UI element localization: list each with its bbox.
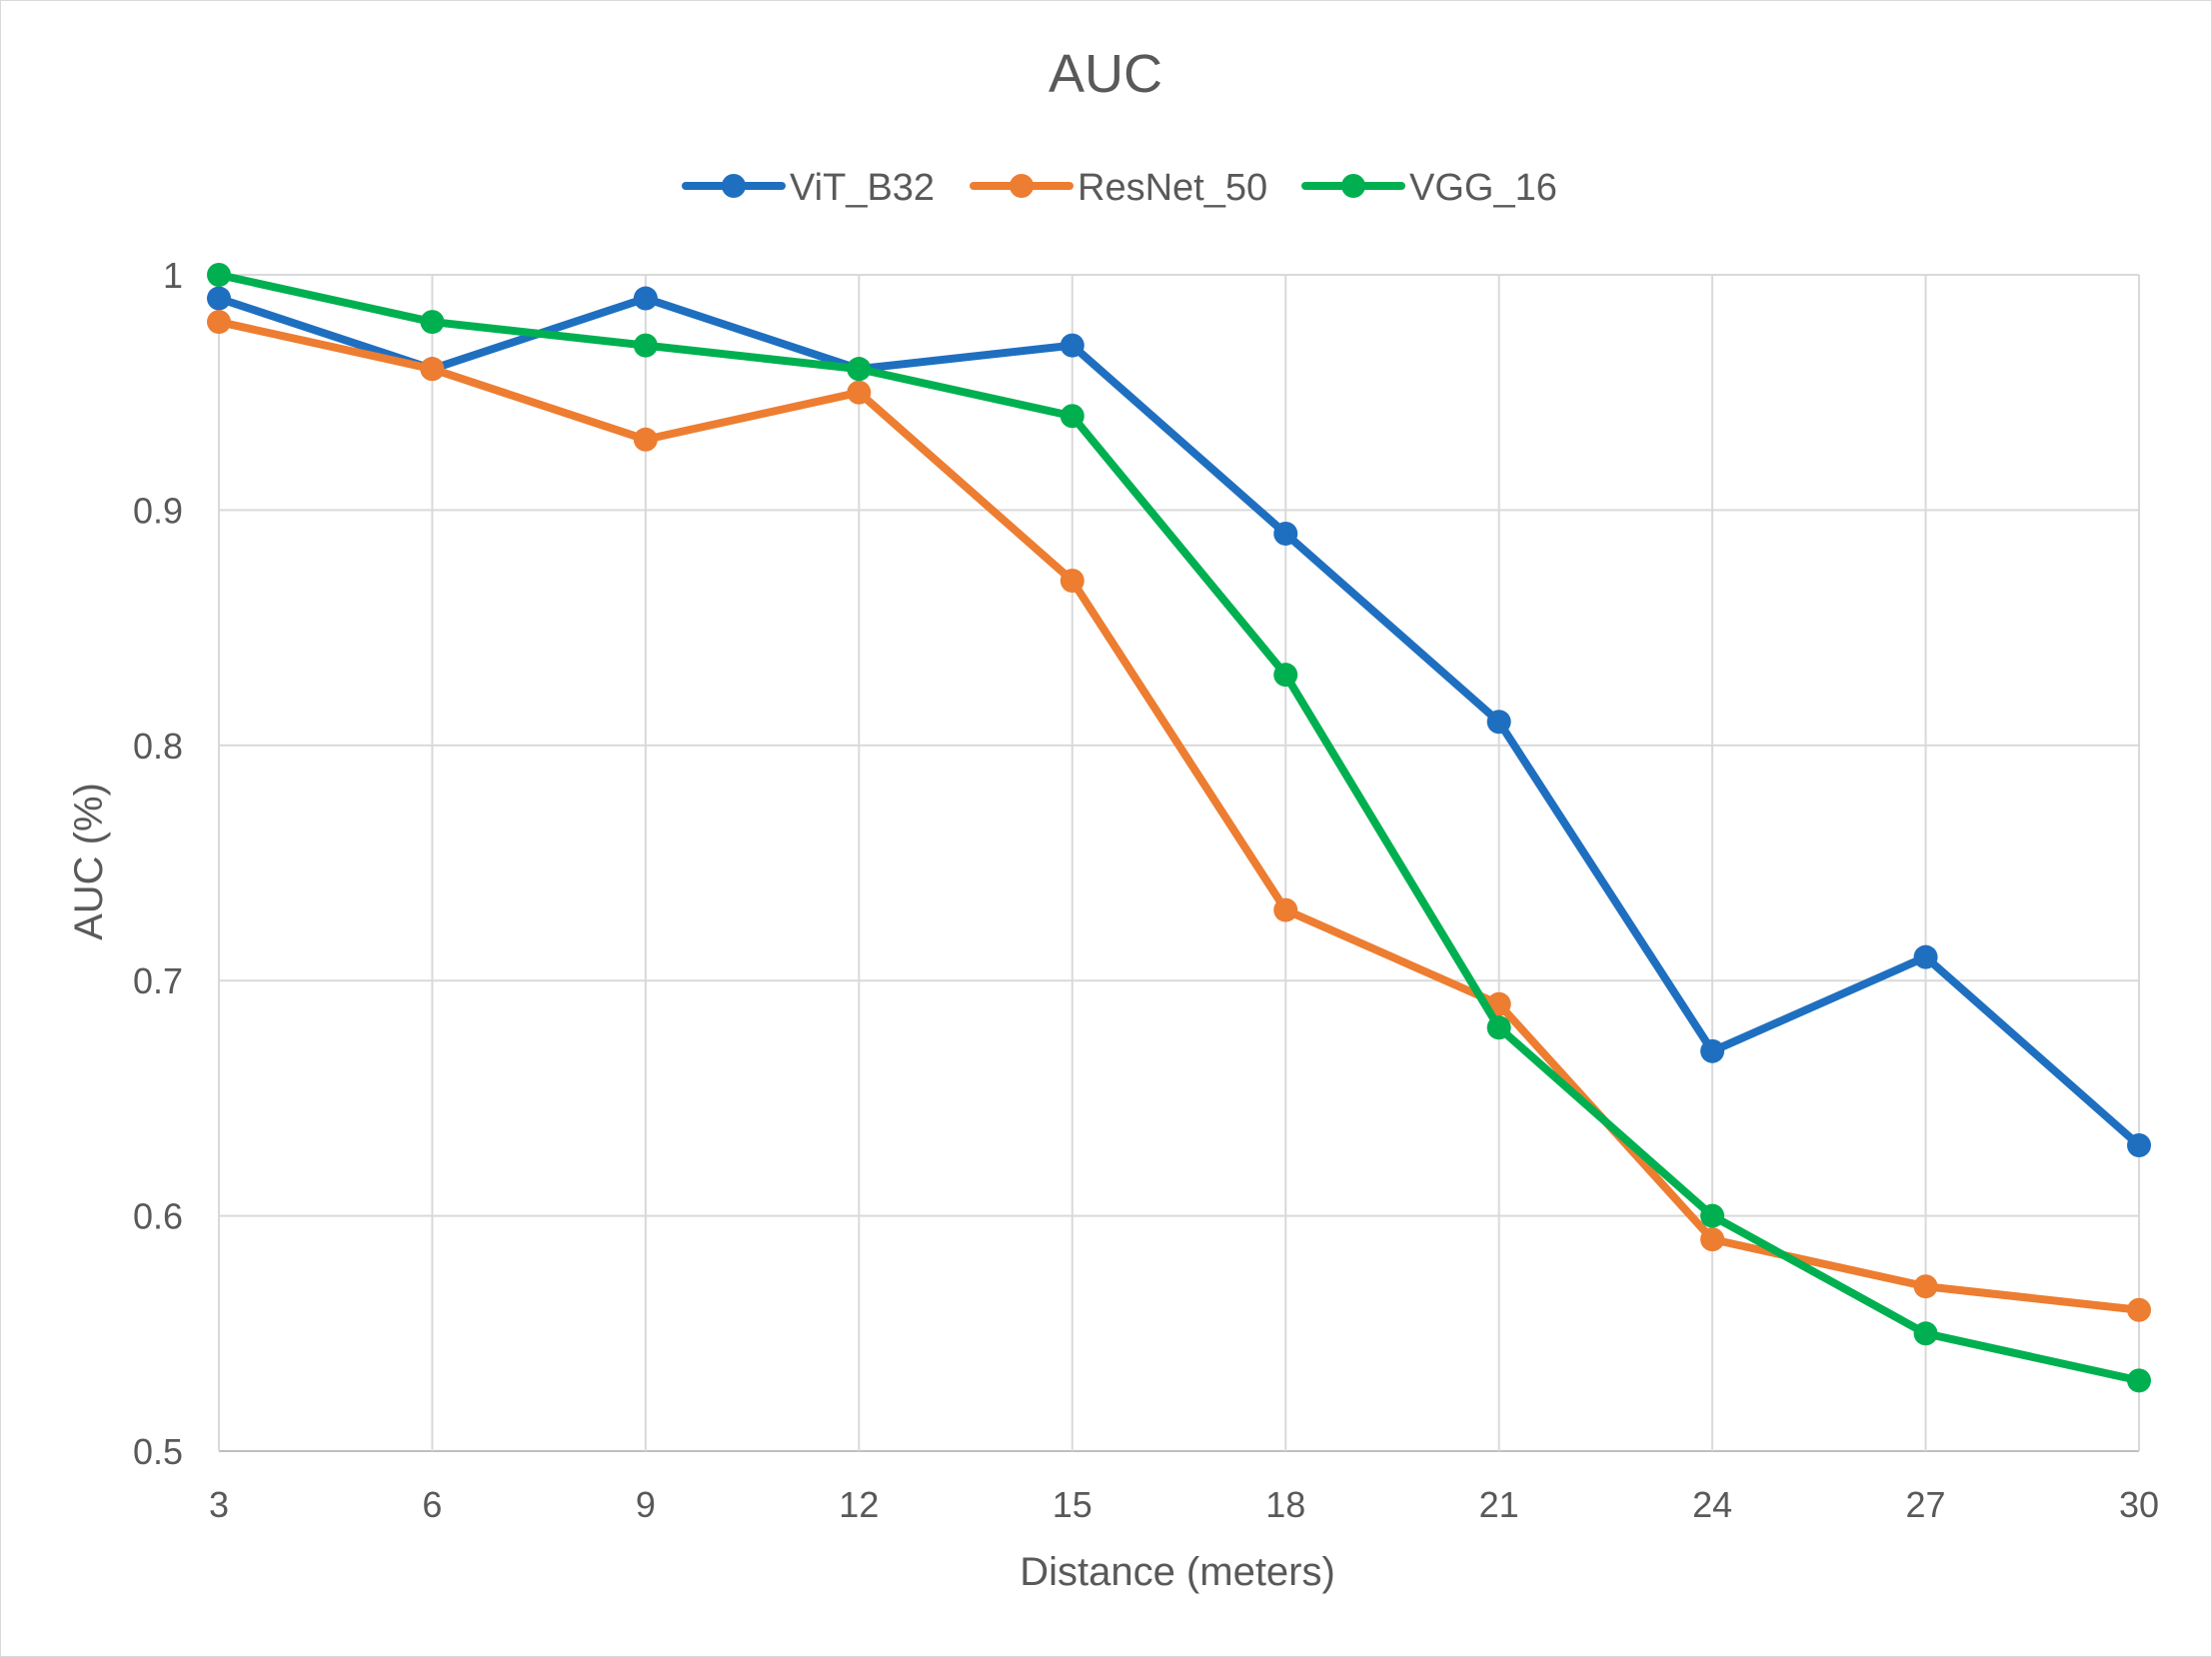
legend-label: VGG_16	[1409, 167, 1557, 209]
y-tick-label: 0.6	[133, 1196, 183, 1237]
data-point	[1273, 521, 1298, 546]
data-point	[2127, 1132, 2151, 1157]
data-point	[1700, 1038, 1725, 1063]
gridlines	[218, 274, 2140, 1452]
chart-title: AUC	[1049, 44, 1162, 104]
legend-label: ResNet_50	[1078, 167, 1267, 209]
series-vgg-16	[207, 263, 2151, 1393]
x-tick-label: 18	[1265, 1484, 1305, 1525]
series-layer	[207, 263, 2151, 1393]
y-tick-label: 0.8	[133, 726, 183, 767]
x-tick-label: 9	[636, 1484, 656, 1525]
data-point	[1486, 1015, 1511, 1040]
y-axis-label: AUC (%)	[67, 783, 111, 940]
series-resnet-50	[207, 310, 2151, 1322]
x-axis-ticks: 3 6 9 12 15 18 21 24 27 30	[209, 1484, 2159, 1525]
series-line	[215, 318, 2143, 1314]
data-point	[207, 263, 231, 287]
legend-item: ViT_B32	[682, 167, 935, 209]
x-axis-label: Distance (meters)	[1020, 1550, 1335, 1594]
y-tick-label: 1	[163, 255, 183, 296]
y-tick-label: 0.7	[133, 960, 183, 1001]
legend-swatch-marker	[722, 174, 746, 198]
series-line	[215, 271, 2143, 1385]
legend: ViT_B32 ResNet_50 VGG_16	[682, 167, 1557, 209]
data-point	[1060, 333, 1085, 358]
y-tick-label: 0.5	[133, 1431, 183, 1472]
legend-label: ViT_B32	[790, 167, 935, 209]
data-point	[1060, 569, 1085, 594]
x-tick-label: 24	[1692, 1484, 1732, 1525]
legend-swatch-marker	[1010, 174, 1034, 198]
series-line	[215, 294, 2143, 1149]
data-point	[847, 380, 872, 405]
data-point	[1273, 663, 1298, 688]
x-tick-label: 3	[209, 1484, 229, 1525]
x-tick-label: 27	[1906, 1484, 1946, 1525]
data-point	[1913, 1274, 1938, 1299]
data-point	[1486, 710, 1511, 735]
data-point	[207, 310, 231, 335]
data-point	[633, 333, 658, 358]
data-point	[207, 286, 231, 311]
data-point	[1913, 1321, 1938, 1346]
legend-swatch-marker	[1341, 174, 1365, 198]
x-tick-label: 6	[422, 1484, 442, 1525]
legend-item: VGG_16	[1301, 167, 1557, 209]
data-point	[633, 427, 658, 452]
x-tick-label: 30	[2119, 1484, 2159, 1525]
data-point	[1913, 944, 1938, 969]
legend-item: ResNet_50	[970, 167, 1267, 209]
x-tick-label: 12	[839, 1484, 879, 1525]
data-point	[2127, 1368, 2151, 1393]
data-point	[2127, 1297, 2151, 1322]
data-point	[847, 357, 872, 382]
x-tick-label: 15	[1053, 1484, 1093, 1525]
data-point	[1060, 404, 1085, 429]
data-point	[1700, 1203, 1725, 1228]
data-point	[1700, 1227, 1725, 1252]
data-point	[420, 357, 445, 382]
series-vit-b32	[207, 286, 2151, 1157]
y-tick-label: 0.9	[133, 490, 183, 531]
y-axis-ticks: 0.5 0.6 0.7 0.8 0.9 1	[133, 255, 183, 1472]
x-tick-label: 21	[1479, 1484, 1519, 1525]
data-point	[420, 310, 445, 335]
data-point	[633, 286, 658, 311]
data-point	[1273, 897, 1298, 922]
